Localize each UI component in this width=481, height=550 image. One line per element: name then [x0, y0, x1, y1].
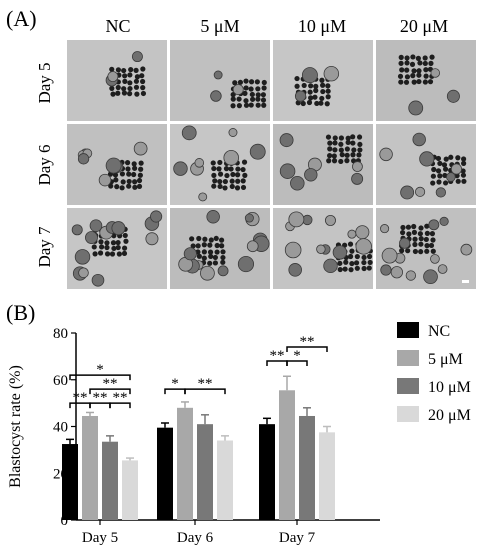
- y-tick-label: 60: [53, 373, 68, 389]
- bar: [319, 432, 335, 520]
- significance-bracket: [286, 346, 328, 353]
- bar: [122, 460, 138, 520]
- legend-label: NC: [428, 323, 450, 340]
- legend-swatch: [397, 406, 419, 422]
- bar: [217, 440, 233, 520]
- bar: [62, 444, 78, 520]
- micrograph-r1-c4: [376, 40, 476, 121]
- micrograph-r2-c4: [376, 124, 476, 205]
- panel-a-label: (A): [6, 6, 37, 31]
- micrograph-r3-c4: [376, 208, 476, 289]
- micrograph-r3-c2: [170, 208, 270, 289]
- micrograph-r3-c1: [67, 208, 167, 289]
- y-tick-label: 40: [53, 420, 68, 436]
- legend-swatch: [397, 322, 419, 338]
- micrograph-r3-c3: [273, 208, 373, 289]
- legend-label: 10 μM: [428, 379, 471, 396]
- significance-label: **: [73, 390, 88, 406]
- x-tick-label: Day 5: [82, 530, 118, 546]
- significance-label: *: [293, 348, 301, 364]
- bar: [259, 424, 275, 520]
- significance-label: *: [96, 362, 104, 378]
- micrograph-r2-c2: [170, 124, 270, 205]
- panel-b-label: (B): [6, 300, 36, 325]
- micrograph-r2-c3: [273, 124, 373, 205]
- micrograph-grid: [67, 40, 476, 290]
- y-tick-label: 0: [61, 513, 69, 529]
- bar: [82, 415, 98, 520]
- micrograph-r2-c1: [67, 124, 167, 205]
- x-tick-label: Day 6: [177, 530, 214, 546]
- legend-label: 20 μM: [428, 407, 471, 424]
- legend-swatch: [397, 378, 419, 394]
- bar: [157, 427, 173, 520]
- bar: [177, 407, 193, 520]
- significance-bracket: [109, 402, 131, 409]
- column-header-5um: 5 μM: [200, 16, 240, 36]
- significance-label: **: [270, 348, 285, 364]
- column-header-10um: 10 μM: [297, 16, 347, 36]
- significance-bracket: [89, 388, 131, 395]
- bar: [299, 415, 315, 520]
- legend-swatch: [397, 350, 419, 366]
- bar: [279, 390, 295, 520]
- significance-label: *: [171, 376, 179, 392]
- significance-label: **: [103, 376, 118, 392]
- significance-bracket: [184, 388, 226, 395]
- significance-bracket: [69, 374, 131, 381]
- row-header-day6: Day 6: [35, 144, 54, 186]
- significance-label: **: [300, 334, 315, 350]
- micrograph-r1-c1: [67, 40, 167, 121]
- bar: [197, 424, 213, 520]
- significance-label: **: [93, 390, 108, 406]
- micrograph-r1-c3: [273, 40, 373, 121]
- y-axis-label: Blastocyst rate (%): [7, 365, 24, 488]
- micrograph-r1-c2: [170, 40, 270, 121]
- y-tick-label: 80: [53, 326, 68, 342]
- row-header-day7: Day 7: [35, 226, 54, 268]
- column-header-20um: 20 μM: [399, 16, 449, 36]
- x-tick-label: Day 7: [279, 530, 316, 546]
- legend-label: 5 μM: [428, 351, 463, 368]
- row-header-day5: Day 5: [35, 62, 54, 104]
- column-header-nc: NC: [105, 16, 131, 36]
- significance-label: **: [198, 376, 213, 392]
- bar: [102, 441, 118, 520]
- significance-bracket: [286, 360, 308, 367]
- significance-label: **: [113, 390, 128, 406]
